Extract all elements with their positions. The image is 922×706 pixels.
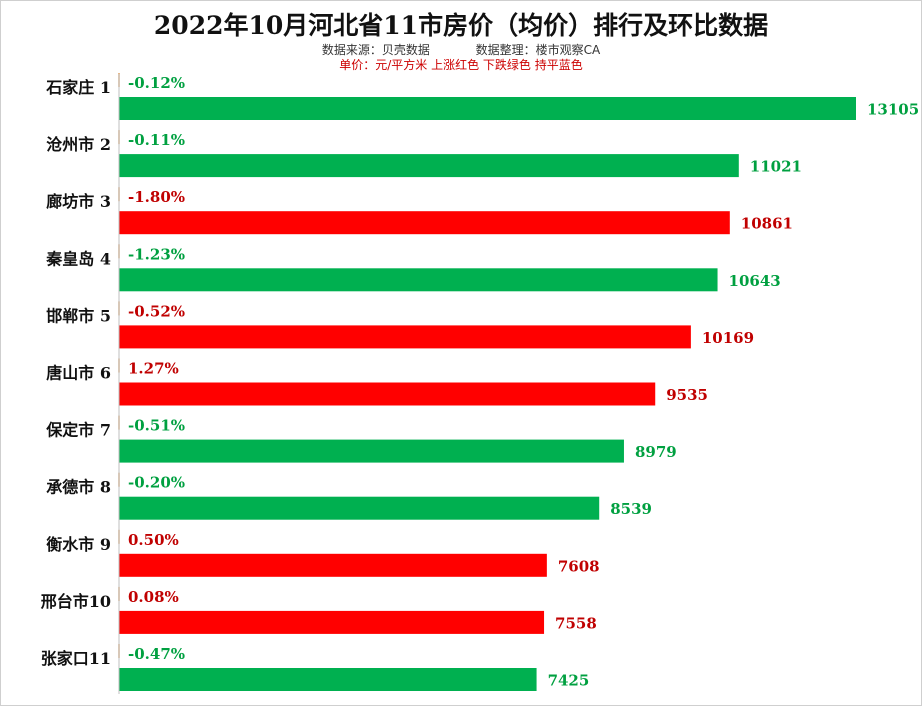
- change-label: -1.80%: [128, 188, 185, 206]
- category-label: 保定市 7: [45, 421, 111, 440]
- data-source-note: 数据来源：贝壳数据 数据整理：楼市观察CA: [321, 43, 601, 57]
- unit-note: 单价：元/平方米 上涨红色 下跌绿色 持平蓝色: [339, 58, 583, 72]
- category-label: 石家庄 1: [45, 78, 111, 97]
- change-label: -0.20%: [128, 474, 185, 492]
- bar: [119, 382, 656, 406]
- value-label: 7608: [558, 557, 600, 575]
- bar: [119, 496, 600, 520]
- value-label: 7425: [548, 672, 590, 690]
- category-label: 邯郸市 5: [46, 306, 111, 325]
- change-label: -0.11%: [128, 131, 185, 149]
- change-label: -0.12%: [128, 74, 185, 92]
- value-label: 10643: [729, 272, 781, 290]
- change-label: 1.27%: [128, 360, 179, 378]
- value-label: 8539: [610, 500, 652, 518]
- change-label: -1.23%: [128, 245, 185, 263]
- bar: [119, 325, 691, 349]
- category-label: 沧州市 2: [46, 135, 111, 154]
- value-label: 8979: [635, 443, 677, 461]
- change-label: 0.50%: [128, 531, 179, 549]
- change-label: -0.47%: [128, 645, 185, 663]
- value-label: 11021: [750, 158, 802, 176]
- value-label: 10169: [702, 329, 754, 347]
- category-label: 秦皇岛 4: [45, 249, 111, 268]
- bar: [119, 668, 537, 691]
- bar: [119, 97, 856, 120]
- change-label: 0.08%: [128, 588, 179, 606]
- value-label: 10861: [741, 215, 793, 233]
- category-label: 承德市 8: [46, 478, 111, 497]
- value-label: 9535: [666, 386, 708, 404]
- change-label: -0.52%: [128, 302, 185, 320]
- category-label: 廊坊市 3: [46, 192, 111, 211]
- value-label: 13105: [867, 101, 919, 119]
- change-label: -0.51%: [128, 417, 185, 435]
- bar: [119, 211, 730, 235]
- bar: [119, 439, 624, 463]
- value-label: 7558: [555, 614, 597, 632]
- chart-title: 2022年10月河北省11市房价（均价）排行及环比数据: [153, 11, 769, 40]
- bar: [119, 553, 547, 577]
- bar: [119, 610, 545, 634]
- bar: [119, 268, 718, 292]
- category-label: 张家口11: [41, 649, 111, 668]
- bar: [119, 154, 739, 178]
- category-label: 邢台市10: [40, 592, 111, 611]
- category-label: 衡水市 9: [46, 535, 111, 554]
- category-label: 唐山市 6: [46, 364, 111, 383]
